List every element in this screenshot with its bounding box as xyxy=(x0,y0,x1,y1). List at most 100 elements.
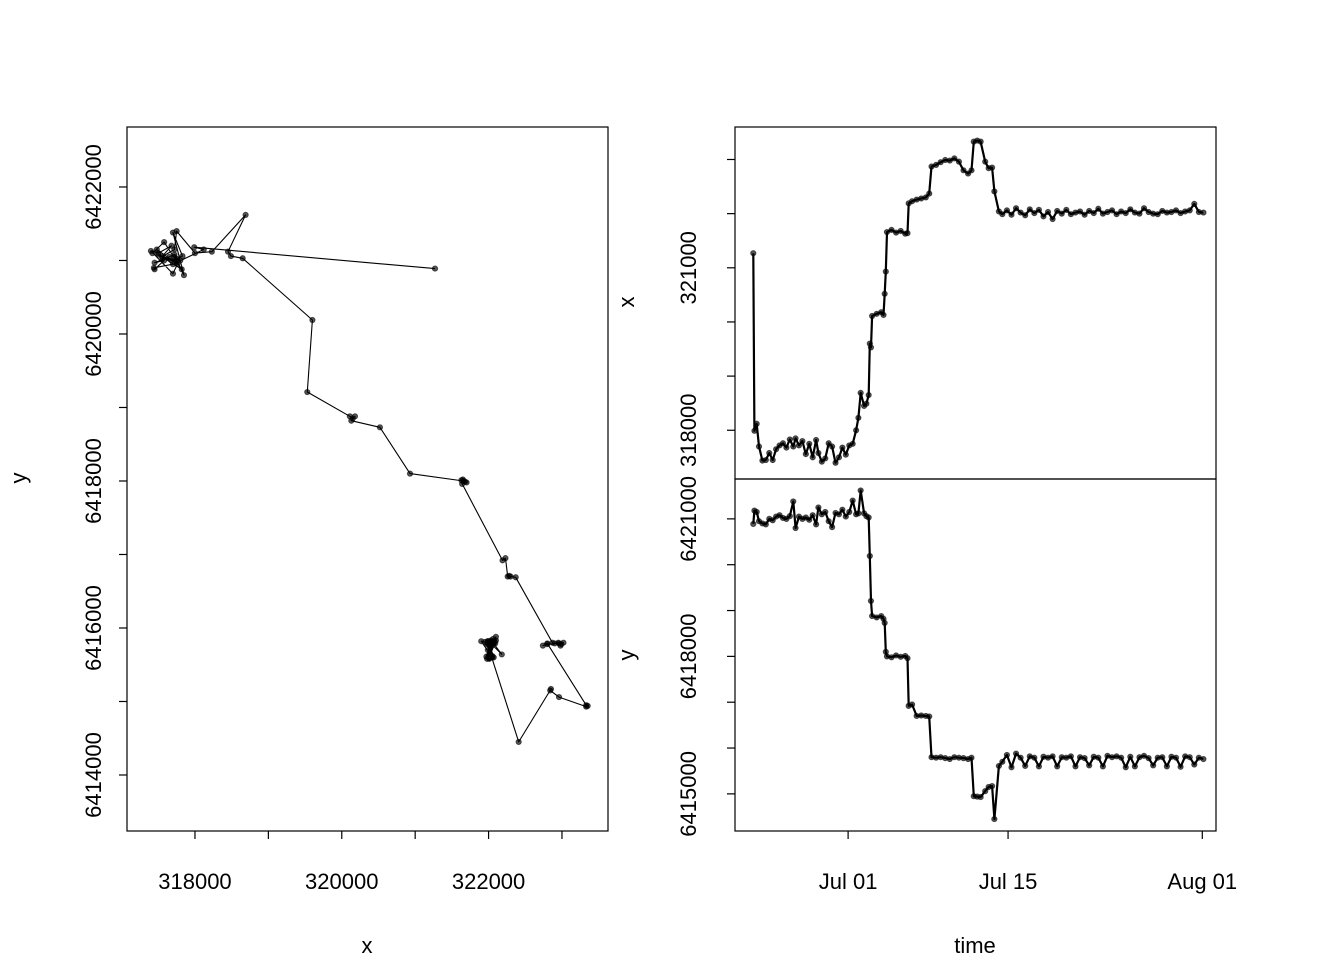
data-point xyxy=(951,155,958,162)
data-point xyxy=(888,226,895,233)
x-tick-label: Aug 01 xyxy=(1167,869,1237,894)
data-point xyxy=(515,738,522,746)
data-point xyxy=(750,250,757,257)
data-point xyxy=(178,266,185,273)
data-point xyxy=(1172,207,1180,214)
y-tick-label: 6416000 xyxy=(81,585,106,671)
x-tick-label: Jul 15 xyxy=(979,869,1038,894)
data-point xyxy=(769,456,776,464)
data-point xyxy=(829,524,836,531)
data-point xyxy=(842,513,849,520)
x-axis: 318000 320000 322000 xyxy=(158,831,563,894)
data-point xyxy=(926,713,933,720)
data-point xyxy=(1081,755,1088,762)
data-point xyxy=(158,253,166,260)
x-tick-label: 318000 xyxy=(158,869,231,894)
data-point xyxy=(904,230,911,237)
data-point xyxy=(806,516,813,523)
data-point xyxy=(304,388,311,396)
data-point xyxy=(459,480,466,488)
data-point xyxy=(822,455,829,462)
data-point xyxy=(762,456,769,464)
y-time-plot: 6415000 6418000 6421000 Jul 01 Jul 15 Aug 01 xyxy=(676,476,1237,894)
data-point xyxy=(1067,753,1075,760)
data-point xyxy=(881,290,888,297)
data-point xyxy=(1172,754,1180,761)
y-tick-label: 6415000 xyxy=(676,751,701,837)
data-point xyxy=(1113,211,1120,218)
data-point xyxy=(813,436,820,444)
data-point xyxy=(242,211,249,219)
data-point xyxy=(200,246,207,253)
y-axis: 6414000 6416000 6418000 6420000 6422000 xyxy=(81,144,127,818)
data-point xyxy=(1076,208,1084,215)
data-point xyxy=(1200,209,1207,216)
data-point xyxy=(1108,207,1116,214)
plot-frame xyxy=(734,478,1217,832)
series-line xyxy=(150,214,589,743)
data-point xyxy=(792,524,799,532)
data-point xyxy=(1140,205,1148,212)
data-point xyxy=(750,520,757,528)
data-point xyxy=(1163,763,1170,770)
data-point xyxy=(842,451,849,458)
data-point xyxy=(932,161,940,169)
data-point xyxy=(1031,754,1038,761)
data-point xyxy=(1072,763,1079,770)
y-tick-label: 6421000 xyxy=(676,476,701,562)
data-point xyxy=(991,815,998,823)
data-point xyxy=(881,619,888,627)
data-point xyxy=(835,454,843,461)
data-point xyxy=(809,512,816,519)
data-point xyxy=(1017,754,1024,761)
data-point xyxy=(982,788,989,795)
y-tick-label: 321000 xyxy=(676,231,701,304)
data-point xyxy=(171,253,178,260)
data-point xyxy=(1054,207,1061,215)
data-point xyxy=(792,435,799,442)
data-point xyxy=(786,513,793,520)
data-point xyxy=(1099,763,1106,770)
data-point xyxy=(224,248,232,255)
data-point xyxy=(926,190,933,197)
data-point xyxy=(815,504,822,511)
data-point xyxy=(866,552,873,560)
track-y-axis-label: y xyxy=(6,473,31,484)
data-point xyxy=(753,420,760,427)
data-point xyxy=(406,470,414,477)
data-point xyxy=(1044,208,1052,216)
data-point xyxy=(908,701,916,708)
data-point xyxy=(1022,212,1029,219)
data-point xyxy=(897,227,904,235)
y-tick-label: 318000 xyxy=(676,394,701,467)
data-point xyxy=(208,248,215,255)
data-point xyxy=(822,508,829,516)
data-point xyxy=(1177,763,1184,770)
data-point xyxy=(977,138,984,145)
data-point xyxy=(1017,209,1024,216)
data-point xyxy=(1008,764,1015,771)
data-point xyxy=(151,266,158,273)
data-point xyxy=(191,244,198,251)
data-point xyxy=(169,270,177,277)
data-point xyxy=(1008,211,1015,218)
data-point xyxy=(815,449,822,457)
data-point xyxy=(486,642,494,649)
data-point xyxy=(1095,754,1102,761)
data-point xyxy=(555,640,563,647)
data-point xyxy=(1154,211,1161,218)
data-point xyxy=(478,638,485,645)
data-point xyxy=(999,211,1006,218)
data-point xyxy=(753,508,760,516)
data-point xyxy=(1035,206,1043,213)
data-point xyxy=(191,250,199,257)
y-tick-label: 6422000 xyxy=(81,144,106,230)
data-point xyxy=(431,265,439,272)
data-point xyxy=(1086,762,1093,769)
data-point xyxy=(1127,753,1134,760)
data-point xyxy=(507,573,514,580)
data-point xyxy=(809,454,816,461)
data-point xyxy=(1200,755,1207,763)
data-point xyxy=(882,268,889,275)
